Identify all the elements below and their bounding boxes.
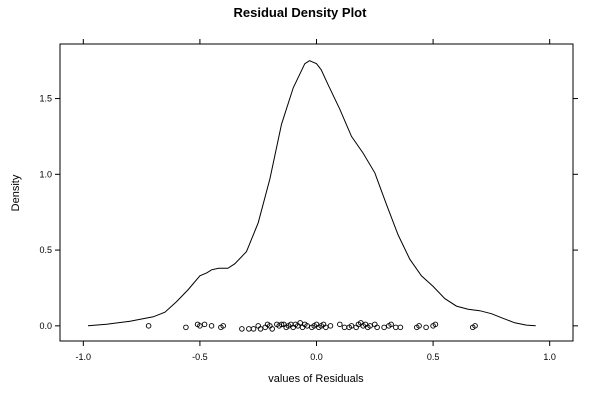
residual-point <box>367 323 373 329</box>
y-tick-label: 0.0 <box>39 321 52 331</box>
residual-point <box>278 321 285 328</box>
residual-point <box>304 323 310 329</box>
residual-point <box>393 324 399 331</box>
residual-point <box>250 326 257 332</box>
residual-point <box>197 323 203 329</box>
residual-point <box>341 324 348 331</box>
residual-point <box>323 324 329 331</box>
plot-frame <box>59 43 574 342</box>
residual-point <box>348 323 355 329</box>
residual-point <box>201 321 208 328</box>
plot-series <box>87 60 536 332</box>
y-tick-label: 0.5 <box>39 245 52 255</box>
residual-point <box>423 324 429 331</box>
y-tick-label: 1.5 <box>39 94 52 104</box>
residual-point <box>297 320 303 326</box>
residual-point <box>381 324 387 331</box>
residual-point <box>257 326 264 332</box>
residual-point <box>269 326 275 332</box>
density-line <box>87 60 536 327</box>
residual-point <box>397 324 404 331</box>
y-axis: 0.0 0.5 1.0 1.5 <box>39 94 578 331</box>
residual-point <box>327 323 334 329</box>
x-tick-label: 1.0 <box>543 352 556 362</box>
residual-point <box>416 323 422 329</box>
residual-point <box>337 321 343 328</box>
residual-point <box>239 326 245 332</box>
residual-point <box>388 321 394 328</box>
x-axis: -1.0 -0.5 0.0 0.5 1.0 <box>76 39 556 362</box>
x-tick-label: -0.5 <box>192 352 208 362</box>
residual-point <box>246 326 252 332</box>
residual-point <box>432 321 439 328</box>
x-axis-label: values of Residuals <box>268 373 364 385</box>
residual-point <box>208 323 215 329</box>
chart-title: Residual Density Plot <box>234 5 368 20</box>
residual-point <box>374 324 380 331</box>
x-tick-label: 0.0 <box>310 352 323 362</box>
residual-point <box>183 324 189 331</box>
residual-point <box>220 323 226 329</box>
y-axis-label: Density <box>10 174 22 211</box>
residual-point <box>145 323 152 329</box>
y-tick-label: 1.0 <box>39 169 52 179</box>
x-tick-label: 0.5 <box>427 352 440 362</box>
residual-point <box>472 323 478 329</box>
x-tick-label: -1.0 <box>76 352 92 362</box>
